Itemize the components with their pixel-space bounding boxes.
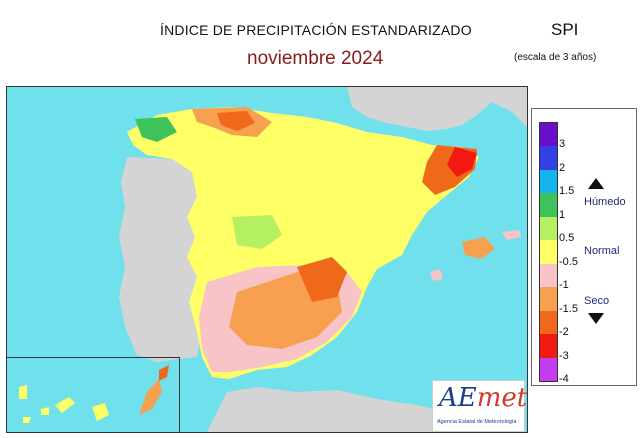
dry-north-core [217,111,255,131]
legend-swatch [540,357,557,381]
ibiza [430,269,443,281]
legend-tick-label: 2 [559,161,566,174]
map-frame [6,86,528,433]
wet-center [232,215,282,249]
legend-class-normal: Normal [584,245,620,257]
legend-tick-label: -0.5 [559,255,578,268]
legend-tick-label: 1 [559,208,566,221]
triangle-down-icon [588,313,604,324]
canary-hierro [23,417,31,423]
legend-tick-label: 0.5 [559,232,575,245]
canary-inset-frame [7,357,180,432]
canary-tenerife [55,397,75,413]
legend-swatch [540,216,557,241]
legend-tick-label: -1 [559,279,569,292]
aemet-logo-word: AEmet [439,383,528,413]
legend-swatch [540,123,557,147]
legend-swatch [540,263,557,288]
canary-gomera [41,407,49,415]
legend-swatch [540,240,557,264]
map-title: ÍNDICE DE PRECIPITACIÓN ESTANDARIZADO [160,22,472,38]
dry-southeast [297,257,347,302]
spain-map [19,87,527,432]
aemet-logo-org: Agencia Estatal de Meteorología [437,419,517,425]
legend-swatch [540,193,557,217]
wet-galicia [135,117,177,142]
morocco-land [207,387,467,432]
legend-swatch [540,334,557,358]
legend-tick-label: -4 [559,373,569,385]
legend-tick-label: -2 [559,326,569,339]
legend-tick-label: -1.5 [559,302,578,315]
legend-class-dry: Seco [584,295,610,307]
legend-tick-label: 3 [559,138,566,151]
legend-tick-label: -3 [559,349,569,362]
map-subtitle: noviembre 2024 [247,48,384,69]
legend-swatch [540,310,557,335]
aemet-logo: AEmet Agencia Estatal de Meteorología [432,380,528,432]
menorca [502,230,521,240]
canary-la-palma [19,385,27,399]
scale-label: (escala de 3 años) [514,52,597,63]
mallorca [462,237,495,259]
index-label: SPI [551,20,579,39]
canary-fuerteventura [139,379,162,415]
canary-gran-canaria [92,403,109,421]
legend-swatch [540,146,557,170]
legend-class-wet: Húmedo [584,196,626,208]
legend-tick-label: 1.5 [559,185,575,198]
portugal-land [119,157,202,362]
canary-lanzarote [159,365,169,381]
very-dry-catalonia [447,147,477,177]
triangle-up-icon [588,178,604,189]
legend-colorbar [539,122,558,382]
legend-swatch [540,287,557,311]
france-land [347,87,527,131]
legend-swatch [540,169,557,194]
